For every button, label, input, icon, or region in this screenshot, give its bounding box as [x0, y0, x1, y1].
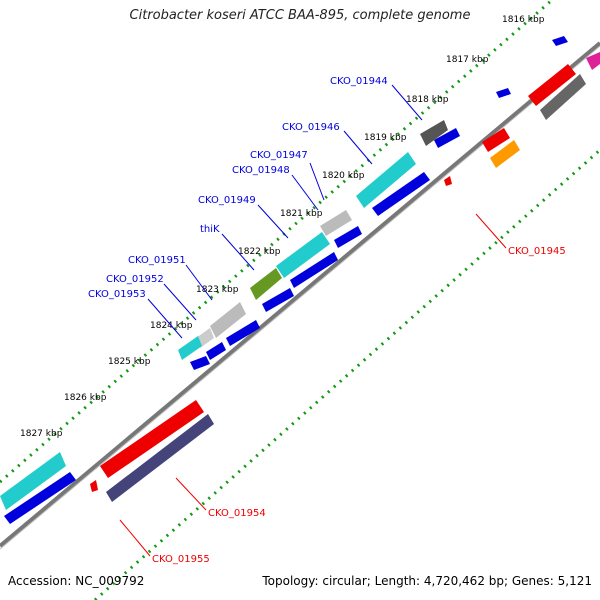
red-gene-labels: CKO_01945 CKO_01954 CKO_01955: [152, 246, 566, 565]
tick-label: 1820 kbp: [322, 171, 365, 181]
gene-label: CKO_01949: [198, 195, 256, 206]
tick-label: 1822 kbp: [238, 247, 281, 257]
tick-label: 1819 kbp: [364, 133, 407, 143]
gene-label: CKO_01955: [152, 554, 210, 565]
map-title: Citrobacter koseri ATCC BAA-895, complet…: [129, 8, 471, 23]
gene-blocks: [0, 120, 448, 510]
label-leaders: [147, 84, 423, 339]
tick-label: 1817 kbp: [446, 55, 489, 65]
tick-labels: 1816 kbp 1817 kbp 1818 kbp 1819 kbp 1820…: [20, 15, 545, 439]
gene-label: CKO_01946: [282, 122, 340, 133]
topology-label: Topology: circular; Length: 4,720,462 bp…: [262, 574, 592, 588]
gene-label: CKO_01953: [88, 289, 146, 300]
gene-label: CKO_01945: [508, 246, 566, 257]
tick-label: 1823 kbp: [196, 285, 239, 295]
tick-label: 1821 kbp: [280, 209, 323, 219]
tick-label: 1816 kbp: [502, 15, 545, 25]
accession-label: Accession: NC_009792: [8, 574, 145, 588]
red-label-leaders: [119, 213, 507, 557]
tick-label: 1826 kbp: [64, 393, 107, 403]
backbone-line: [0, 41, 600, 548]
gene-label: CKO_01947: [250, 150, 308, 161]
blue-gene-labels: CKO_01944 CKO_01946 CKO_01947 CKO_01948 …: [88, 76, 388, 300]
gene-label: CKO_01948: [232, 165, 290, 176]
gene-label: CKO_01944: [330, 76, 388, 87]
inner-tick-ring: [94, 148, 600, 600]
gene-label: thiK: [200, 224, 220, 235]
forward-genes: [4, 36, 568, 524]
gene-label: CKO_01951: [128, 255, 186, 266]
tick-label: 1818 kbp: [406, 95, 449, 105]
gene-label: CKO_01952: [106, 274, 164, 285]
tick-label: 1827 kbp: [20, 429, 63, 439]
reverse-genes: [90, 52, 600, 502]
tick-label: 1825 kbp: [108, 357, 151, 367]
gene-label: CKO_01954: [208, 508, 266, 519]
outer-tick-ring: [0, 0, 553, 484]
